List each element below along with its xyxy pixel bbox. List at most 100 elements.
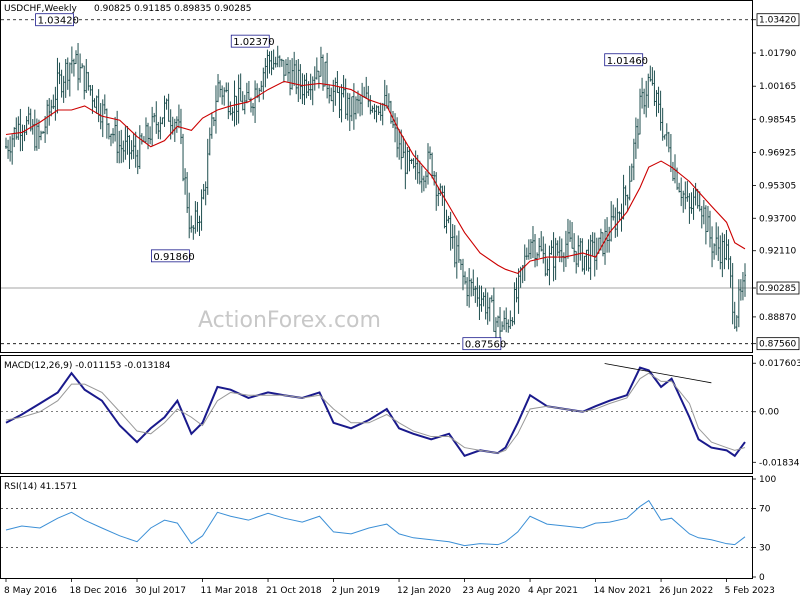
annotation-1: 1.02370 xyxy=(230,34,275,48)
price-bar xyxy=(301,73,304,105)
price-bar xyxy=(686,180,689,202)
tick-label: 0.93700 xyxy=(759,214,796,224)
price-bar xyxy=(478,285,481,321)
price-bar xyxy=(103,94,106,115)
price-pane-title: USDCHF,Weekly xyxy=(4,4,77,14)
price-bar xyxy=(496,315,499,328)
price-bar xyxy=(492,287,495,332)
tick-label: 0.87560 xyxy=(759,340,796,350)
price-bar xyxy=(653,70,656,106)
tick-label: 0.00 xyxy=(759,408,779,418)
price-bar xyxy=(422,175,425,192)
price-bar xyxy=(77,43,80,91)
price-bar xyxy=(468,268,471,308)
annotation-0: 1.03420 xyxy=(35,13,79,27)
price-bar xyxy=(618,211,621,220)
price-bar xyxy=(289,59,292,96)
price-bar xyxy=(202,183,205,200)
price-y-tick: 1.00165 xyxy=(752,82,796,92)
price-bar xyxy=(128,135,131,169)
x-axis-label: 8 May 2016 xyxy=(4,586,57,596)
price-bar xyxy=(79,53,82,83)
price-bar xyxy=(608,226,611,253)
price-bar xyxy=(692,187,695,220)
price-bar xyxy=(132,133,135,159)
price-bar xyxy=(546,258,549,276)
price-bar xyxy=(268,51,271,74)
price-bar xyxy=(437,186,440,207)
macd-pane-title: MACD(12,26,9) -0.011153 -0.013184 xyxy=(4,361,171,371)
price-bar xyxy=(571,221,574,249)
price-bar xyxy=(60,69,63,98)
price-y-tick: 0.90285 xyxy=(752,281,800,295)
price-bar xyxy=(737,279,740,328)
price-bar xyxy=(58,62,61,85)
price-bar xyxy=(435,172,438,211)
price-bar xyxy=(678,182,681,193)
price-bar xyxy=(317,70,320,89)
price-bar xyxy=(223,87,226,106)
price-bar xyxy=(579,238,582,261)
price-bar xyxy=(410,158,413,164)
price-bar xyxy=(647,73,650,108)
price-bar xyxy=(66,57,69,90)
price-y-tick: 0.93700 xyxy=(752,214,796,224)
tick-label: 100 xyxy=(759,475,776,485)
price-bar xyxy=(219,80,222,98)
x-axis-tick: 14 Nov 2021 xyxy=(594,578,651,596)
price-bar xyxy=(445,209,448,234)
price-bar xyxy=(589,234,592,280)
price-bar xyxy=(64,59,67,98)
reference-lines xyxy=(1,19,752,548)
price-bar xyxy=(649,65,652,82)
x-axis-label: 30 Jul 2017 xyxy=(135,586,186,596)
price-bar xyxy=(239,73,242,102)
price-bar xyxy=(134,131,137,168)
rsi-y-tick: 0 xyxy=(752,573,765,583)
price-bar xyxy=(476,277,479,307)
price-bar xyxy=(398,129,401,160)
price-bar xyxy=(287,57,290,82)
price-bar xyxy=(591,232,594,257)
price-bar xyxy=(466,277,469,307)
price-bar xyxy=(371,105,374,113)
price-bar xyxy=(280,58,283,67)
price-bar xyxy=(704,205,707,245)
price-bar xyxy=(81,63,84,69)
tick-label: 0.98545 xyxy=(759,115,796,125)
price-bar xyxy=(229,101,232,116)
tick-label: 0.92110 xyxy=(759,247,796,257)
price-bar xyxy=(344,78,347,120)
price-bar xyxy=(334,77,337,106)
price-bar xyxy=(534,234,537,268)
tick-label: 0.90285 xyxy=(759,284,796,294)
tick-label: 0 xyxy=(759,573,765,583)
annotation-3: 0.87560 xyxy=(462,337,506,351)
price-bar xyxy=(91,85,94,114)
price-bar xyxy=(186,172,189,213)
price-bar xyxy=(89,85,92,96)
price-bar xyxy=(622,174,625,220)
price-bar xyxy=(511,317,514,327)
price-bar xyxy=(70,46,73,74)
price-bar xyxy=(488,297,491,322)
price-bar xyxy=(144,117,147,143)
y-axis-ticks: 1.03420 1.01790 1.00165 0.98545 0.96925 0.953… xyxy=(752,13,800,583)
price-bar xyxy=(272,49,275,70)
price-bar xyxy=(461,258,464,291)
price-bar xyxy=(706,205,709,233)
price-bar xyxy=(101,99,104,138)
tick-label: 1.03420 xyxy=(759,16,796,26)
price-bar xyxy=(39,130,42,141)
price-bar xyxy=(538,237,541,258)
price-bar xyxy=(206,138,209,195)
price-bar xyxy=(661,107,664,141)
price-bar xyxy=(264,58,267,88)
price-bar xyxy=(19,108,22,152)
price-bar xyxy=(540,231,543,252)
price-bar xyxy=(247,80,250,101)
annotation-label: 0.87560 xyxy=(465,340,506,351)
price-bars xyxy=(5,43,746,347)
price-bar xyxy=(667,131,670,153)
price-bar xyxy=(470,278,473,297)
